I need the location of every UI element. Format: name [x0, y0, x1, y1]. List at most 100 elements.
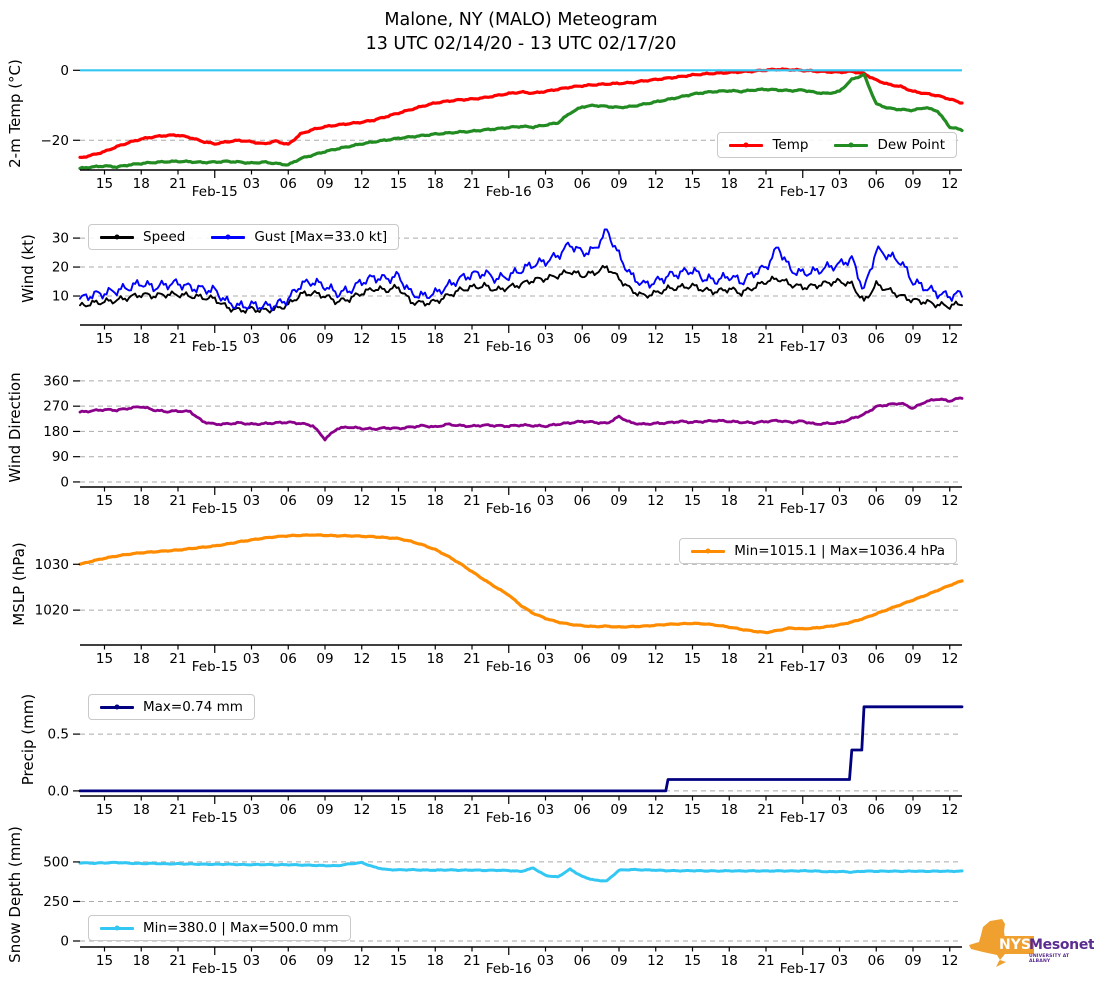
x-tick-label: 18: [721, 331, 738, 347]
legend-item: Min=1015.1 | Max=1036.4 hPa: [691, 543, 945, 559]
series-line-temp-1: [78, 72, 964, 170]
x-tick-label: 03: [831, 651, 848, 667]
legend-label: Speed: [143, 229, 186, 245]
y-axis-label-precip: Precip (mm): [19, 694, 37, 785]
y-tick-label: 0.0: [48, 783, 69, 799]
x-tick-label: 09: [610, 176, 627, 192]
x-tick-label: Feb-17: [780, 339, 826, 355]
y-axis-label-wind: Wind (kt): [19, 234, 37, 303]
x-tick-label: 06: [574, 493, 591, 509]
x-tick-label: 21: [757, 953, 774, 969]
y-axis-label-snow-depth: Snow Depth (mm): [6, 826, 24, 963]
x-tick-label: 18: [721, 176, 738, 192]
x-tick-label: Feb-17: [780, 810, 826, 826]
x-tick-label: 12: [941, 176, 958, 192]
y-tick-label: −20: [41, 133, 70, 149]
x-tick-label: 21: [169, 331, 186, 347]
x-tick-label: Feb-16: [486, 810, 532, 826]
y-tick-label: 90: [52, 449, 69, 465]
x-tick-label: 12: [647, 176, 664, 192]
x-tick-label: 03: [537, 651, 554, 667]
x-tick-label: Feb-17: [780, 184, 826, 200]
x-tick-label: 18: [133, 176, 150, 192]
x-tick-label: 18: [427, 493, 444, 509]
x-tick-label: 09: [316, 802, 333, 818]
x-tick-label: 15: [96, 176, 113, 192]
x-tick-label: 12: [941, 651, 958, 667]
x-tick-label: 06: [280, 953, 297, 969]
x-tick-label: 18: [427, 331, 444, 347]
x-tick-label: 15: [390, 651, 407, 667]
y-tick-label: 30: [52, 231, 69, 247]
x-tick-label: 09: [904, 802, 921, 818]
series-line-wind-0: [79, 264, 963, 314]
x-tick-label: 18: [721, 802, 738, 818]
x-tick-label: 03: [831, 493, 848, 509]
x-tick-label: 15: [96, 953, 113, 969]
x-tick-label: 03: [831, 176, 848, 192]
legend-item: Dew Point: [834, 137, 945, 153]
x-tick-label: 06: [280, 493, 297, 509]
x-tick-label: 18: [427, 176, 444, 192]
x-tick-label: 06: [280, 651, 297, 667]
x-tick-label: Feb-17: [780, 659, 826, 675]
y-tick-label: 500: [43, 854, 69, 870]
x-tick-label: 21: [463, 651, 480, 667]
x-tick-label: 18: [133, 802, 150, 818]
x-tick-label: 21: [757, 651, 774, 667]
legend-item: Temp: [729, 137, 808, 153]
x-tick-label: 15: [96, 493, 113, 509]
legend-label: Min=380.0 | Max=500.0 mm: [143, 920, 339, 936]
x-tick-label: 06: [868, 953, 885, 969]
x-tick-label: 15: [96, 651, 113, 667]
series-line-mslp-0: [78, 533, 964, 635]
legend-item: Gust [Max=33.0 kt]: [211, 229, 387, 245]
x-tick-label: 12: [647, 651, 664, 667]
x-tick-label: 21: [169, 176, 186, 192]
legend-precip: Max=0.74 mm: [88, 694, 255, 720]
x-tick-label: Feb-17: [780, 501, 826, 517]
x-tick-label: 21: [757, 802, 774, 818]
x-tick-label: 09: [904, 331, 921, 347]
x-tick-label: 18: [133, 493, 150, 509]
panel-temp: 15 18 21 Feb-15 03 06 09 12 15 18 21 Feb-16 03 06 09 12…: [6, 59, 964, 200]
x-tick-label: 12: [353, 802, 370, 818]
x-tick-label: 03: [831, 331, 848, 347]
x-tick-label: 12: [941, 802, 958, 818]
x-tick-label: 06: [868, 176, 885, 192]
x-tick-label: 06: [868, 331, 885, 347]
x-tick-label: 09: [904, 493, 921, 509]
y-tick-label: 10: [52, 289, 69, 305]
x-tick-label: 03: [243, 331, 260, 347]
x-tick-label: 03: [243, 176, 260, 192]
x-tick-label: Feb-16: [486, 501, 532, 517]
legend-line-sample: [100, 704, 134, 710]
logo-tagline: UNIVERSITY AT ALBANY: [1029, 954, 1070, 964]
x-tick-label: Feb-15: [192, 659, 238, 675]
x-tick-label: 15: [684, 176, 701, 192]
x-tick-label: 03: [243, 953, 260, 969]
x-tick-label: 21: [169, 651, 186, 667]
y-tick-label: 20: [52, 260, 69, 276]
x-tick-label: 21: [169, 802, 186, 818]
x-tick-label: 18: [721, 953, 738, 969]
x-tick-label: 21: [463, 493, 480, 509]
x-tick-label: 09: [610, 802, 627, 818]
x-tick-label: 03: [537, 176, 554, 192]
x-tick-label: 15: [684, 331, 701, 347]
logo-mesonet-text: Mesonet: [1029, 937, 1094, 953]
y-tick-label: 0.5: [48, 727, 69, 743]
page-title: Malone, NY (MALO) Meteogram 13 UTC 02/14…: [0, 8, 1042, 56]
x-tick-label: 15: [390, 493, 407, 509]
x-tick-label: 03: [831, 953, 848, 969]
y-tick-label: 250: [43, 894, 69, 910]
y-axis-label-temp: 2-m Temp (°C): [6, 59, 24, 168]
x-tick-label: Feb-16: [486, 961, 532, 977]
x-tick-label: Feb-15: [192, 810, 238, 826]
panel-mslp: 15 18 21 Feb-15 03 06 09 12 15 18 21 Feb-16 03 06 09 12…: [10, 533, 964, 675]
x-tick-label: 09: [316, 331, 333, 347]
legend-line-sample: [834, 142, 869, 148]
x-tick-label: 18: [721, 493, 738, 509]
series-line-wind-direction-0: [78, 396, 964, 442]
legend-mslp: Min=1015.1 | Max=1036.4 hPa: [679, 538, 957, 564]
